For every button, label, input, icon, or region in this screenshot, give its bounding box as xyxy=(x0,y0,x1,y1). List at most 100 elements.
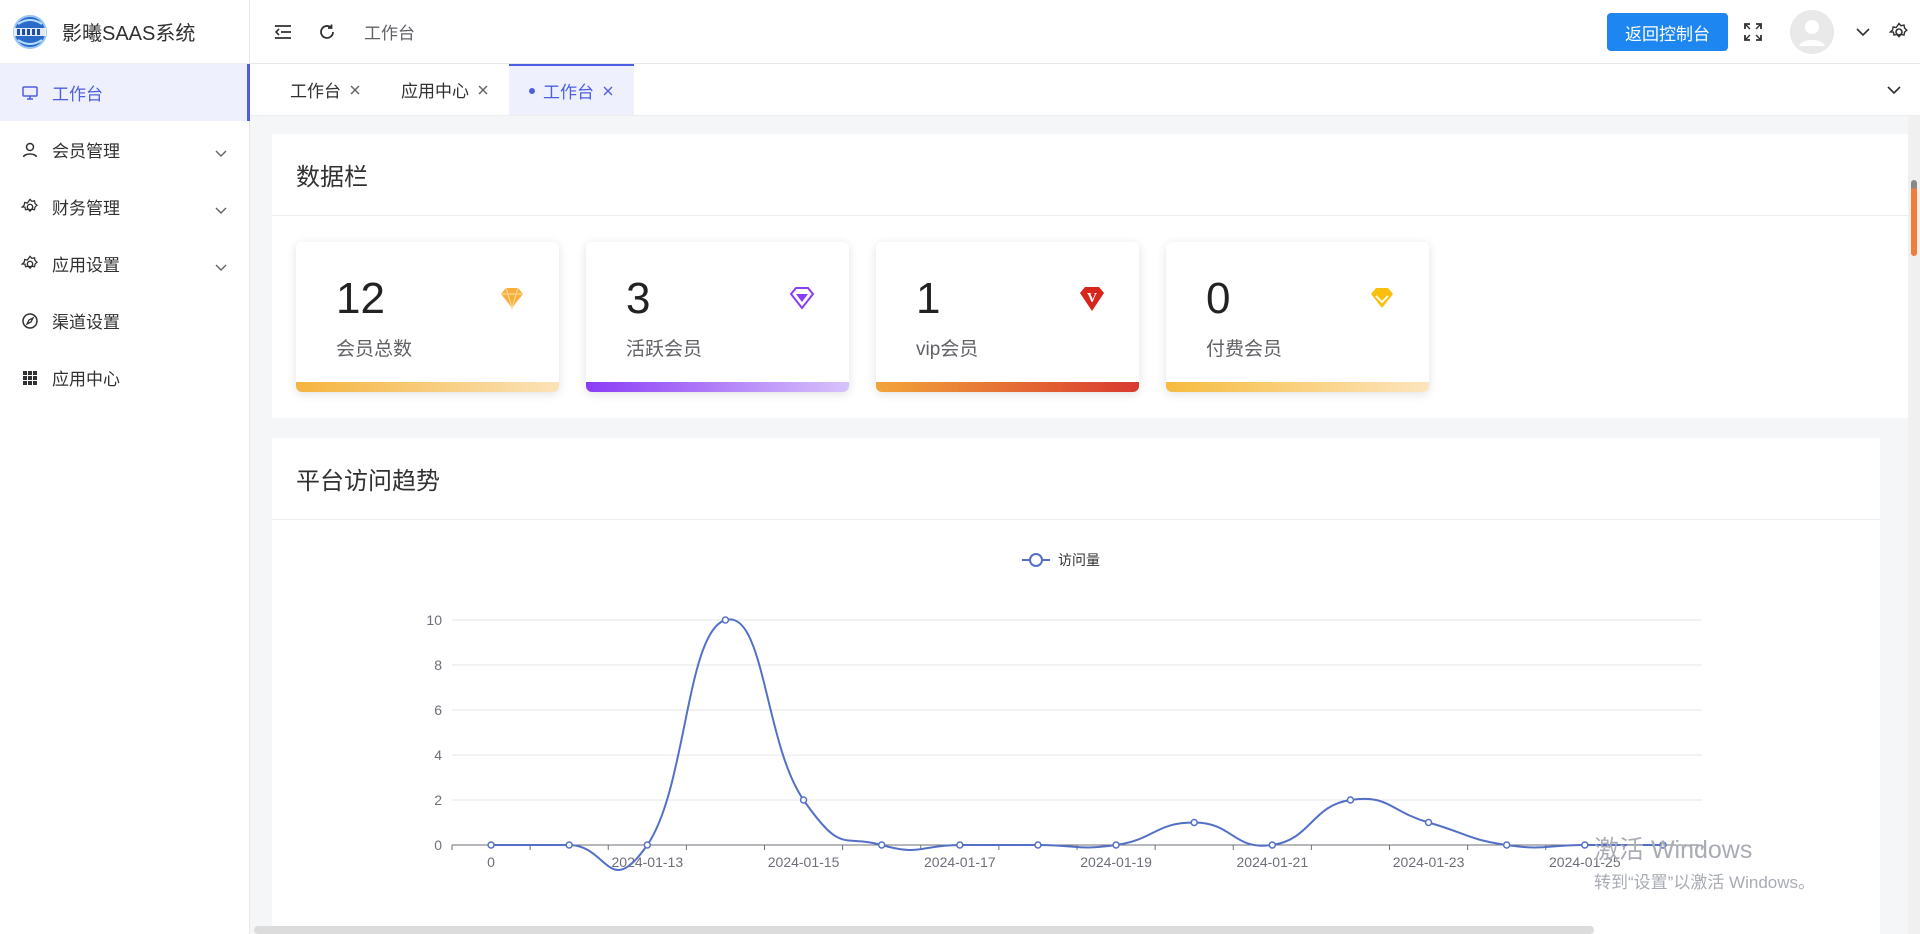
y-tick-label: 8 xyxy=(434,657,442,673)
refresh-icon[interactable] xyxy=(316,21,338,43)
stat-card-label: 付费会员 xyxy=(1206,339,1283,360)
gear-icon xyxy=(20,254,40,274)
legend-marker xyxy=(1029,553,1043,567)
gear-icon xyxy=(20,197,40,217)
horizontal-scrollbar[interactable] xyxy=(254,926,1594,934)
data-point xyxy=(721,616,730,624)
x-tick-label: 0 xyxy=(487,854,495,870)
vertical-scroll-thumb[interactable] xyxy=(1911,188,1917,256)
x-tick-label: 2024-01-25 xyxy=(1549,854,1621,870)
close-icon[interactable] xyxy=(349,84,361,96)
sidebar-item-label: 会员管理 xyxy=(52,142,120,161)
sidebar-item-1[interactable]: 会员管理 xyxy=(0,121,249,178)
active-tab-dot xyxy=(529,87,535,94)
windows-activation-watermark: 激活 Windows 转到“设置”以激活 Windows。 xyxy=(1594,830,1815,893)
stat-card-0[interactable]: 12 会员总数 xyxy=(296,242,559,392)
sidebar-item-label: 应用设置 xyxy=(52,256,120,275)
sidebar-item-3[interactable]: 应用设置 xyxy=(0,235,249,292)
stat-card-label: 会员总数 xyxy=(336,339,413,360)
x-tick-label: 2024-01-19 xyxy=(1080,854,1152,870)
stat-card-bar xyxy=(1166,382,1429,392)
y-tick-label: 6 xyxy=(434,702,442,718)
trend-chart-svg: 访问量 0 2 4 6 8 10 0 2024-01-13 2024-01-15 2024-01-1… xyxy=(426,552,1703,871)
close-icon[interactable] xyxy=(602,85,614,97)
data-point xyxy=(799,796,808,804)
vertical-scrollbar[interactable] xyxy=(1908,116,1920,934)
stat-cards: 12 会员总数 3 活跃会员 1 vip会员 V 0 付费会员 xyxy=(272,216,1918,392)
sidebar: 影曦SAAS系统 工作台会员管理财务管理应用设置渠道设置应用中心 xyxy=(0,0,250,934)
settings-gear-icon[interactable] xyxy=(1888,21,1910,43)
gem-orange-icon xyxy=(495,282,529,316)
avatar[interactable] xyxy=(1790,10,1834,54)
y-tick-label: 10 xyxy=(426,612,442,628)
data-point xyxy=(487,841,495,849)
tabs-more-chevron-icon[interactable] xyxy=(1886,82,1902,98)
trend-panel-title: 平台访问趋势 xyxy=(272,438,1880,520)
tab-0[interactable]: 工作台 xyxy=(270,64,381,115)
stat-card-label: 活跃会员 xyxy=(626,339,703,360)
data-point xyxy=(1190,818,1198,827)
stat-card-1[interactable]: 3 活跃会员 xyxy=(586,242,849,392)
chevron-down-icon xyxy=(215,258,227,271)
sidebar-item-5[interactable]: 应用中心 xyxy=(0,349,249,406)
sidebar-item-2[interactable]: 财务管理 xyxy=(0,178,249,235)
sidebar-item-label: 工作台 xyxy=(52,85,103,104)
logo-row[interactable]: 影曦SAAS系统 xyxy=(0,0,249,64)
data-point xyxy=(643,841,652,849)
x-tick-label: 2024-01-21 xyxy=(1237,854,1309,870)
collapse-menu-icon[interactable] xyxy=(272,21,294,43)
x-tick-label: 2024-01-23 xyxy=(1393,854,1465,870)
stats-panel: 数据栏 12 会员总数 3 活跃会员 1 vip会员 V 0 付费会员 xyxy=(272,134,1918,418)
main-content: 数据栏 12 会员总数 3 活跃会员 1 vip会员 V 0 付费会员 平台访问趋势 访问量 0 2… xyxy=(250,116,1920,934)
series-line-visits xyxy=(491,618,1663,871)
tab-label: 工作台 xyxy=(543,83,594,102)
svg-text:V: V xyxy=(1087,291,1097,306)
data-point xyxy=(1346,796,1355,804)
vertical-scroll-top[interactable] xyxy=(1911,180,1917,192)
stat-card-label: vip会员 xyxy=(916,339,979,360)
monitor-icon xyxy=(20,83,40,103)
sidebar-item-0[interactable]: 工作台 xyxy=(0,64,250,121)
stat-card-value: 1 xyxy=(916,274,941,323)
stat-card-value: 3 xyxy=(626,274,651,323)
data-point xyxy=(1268,841,1277,849)
grid-icon xyxy=(20,368,40,388)
sidebar-item-label: 渠道设置 xyxy=(52,313,120,332)
chevron-down-icon xyxy=(215,201,227,214)
trend-chart: 访问量 0 2 4 6 8 10 0 2024-01-13 2024-01-15 2024-01-1… xyxy=(272,520,1880,934)
tab-1[interactable]: 应用中心 xyxy=(381,64,509,115)
data-point xyxy=(1502,841,1511,849)
sidebar-item-4[interactable]: 渠道设置 xyxy=(0,292,249,349)
stat-card-bar xyxy=(296,382,559,392)
stat-card-3[interactable]: 0 付费会员 xyxy=(1166,242,1429,392)
x-tick-label: 2024-01-15 xyxy=(768,854,840,870)
x-tick-label: 2024-01-13 xyxy=(612,854,684,870)
data-point xyxy=(565,841,573,849)
data-point xyxy=(1659,841,1667,849)
stat-card-2[interactable]: 1 vip会员 V xyxy=(876,242,1139,392)
data-point xyxy=(1112,841,1120,849)
data-point xyxy=(1424,818,1433,827)
trend-panel: 平台访问趋势 访问量 0 2 4 6 8 10 0 2024-01-13 2024-01-15 20… xyxy=(272,438,1880,934)
stat-card-value: 0 xyxy=(1206,274,1231,323)
watermark-line2: 转到“设置”以激活 Windows。 xyxy=(1594,873,1816,892)
chevron-down-icon xyxy=(215,144,227,157)
tab-2[interactable]: 工作台 xyxy=(509,64,634,115)
vip-red-icon: V xyxy=(1075,282,1109,316)
legend-label: 访问量 xyxy=(1058,552,1100,568)
fullscreen-icon[interactable] xyxy=(1742,21,1764,43)
data-point xyxy=(956,841,964,849)
stats-panel-title: 数据栏 xyxy=(272,134,1918,216)
tab-label: 工作台 xyxy=(290,82,341,101)
top-header: 工作台 返回控制台 xyxy=(250,0,1920,64)
tabs-bar: 工作台 应用中心 工作台 xyxy=(250,64,1920,116)
watermark-line1: 激活 Windows xyxy=(1594,836,1753,864)
return-console-button[interactable]: 返回控制台 xyxy=(1607,13,1728,51)
chevron-down-icon[interactable] xyxy=(1852,21,1874,43)
breadcrumb: 工作台 xyxy=(364,24,415,43)
gem-yellow-icon xyxy=(1365,282,1399,316)
stat-card-bar xyxy=(586,382,849,392)
sidebar-item-label: 财务管理 xyxy=(52,199,120,218)
close-icon[interactable] xyxy=(477,84,489,96)
sidebar-menu: 工作台会员管理财务管理应用设置渠道设置应用中心 xyxy=(0,64,250,406)
